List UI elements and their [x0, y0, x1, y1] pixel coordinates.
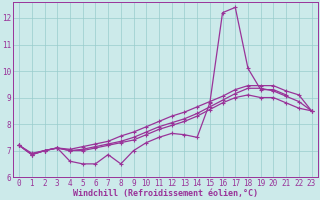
- X-axis label: Windchill (Refroidissement éolien,°C): Windchill (Refroidissement éolien,°C): [73, 189, 258, 198]
